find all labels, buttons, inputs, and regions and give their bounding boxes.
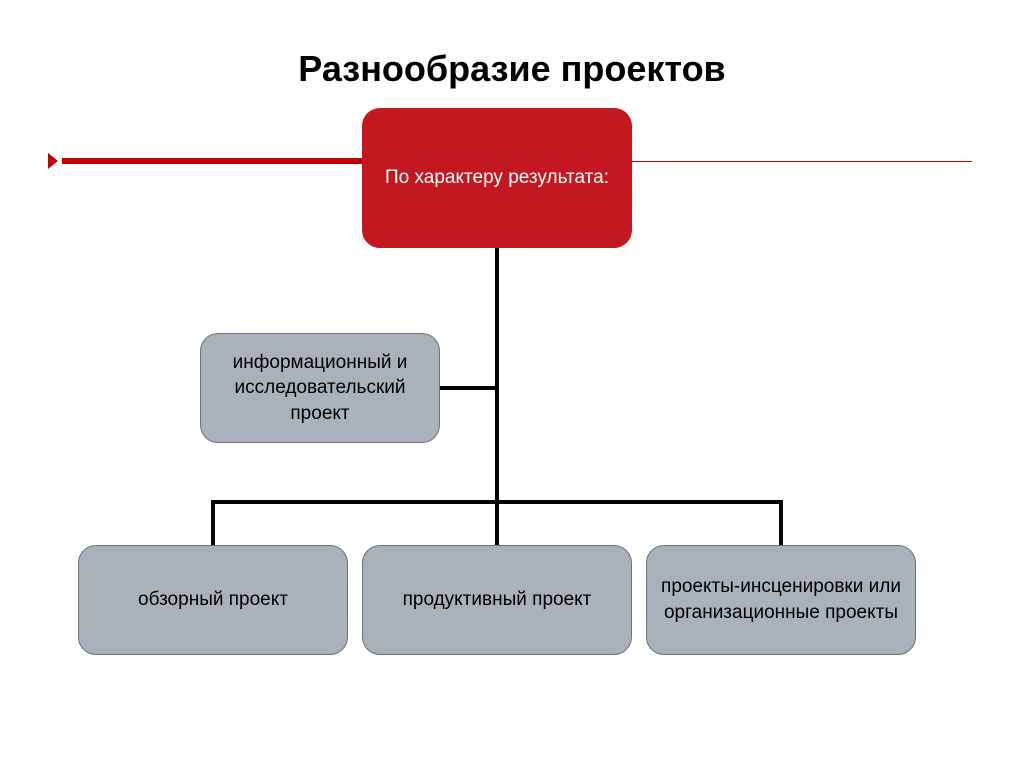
node-side: информационный и исследовательский проек… bbox=[200, 333, 440, 443]
page-title: Разнообразие проектов bbox=[0, 48, 1024, 90]
node-child-1: обзорный проект bbox=[78, 545, 348, 655]
node-child-2: продуктивный проект bbox=[362, 545, 632, 655]
title-underline-thick bbox=[62, 158, 362, 164]
title-bullet-icon bbox=[48, 153, 58, 169]
node-child-3: проекты-инсценировки или организационные… bbox=[646, 545, 916, 655]
node-root: По характеру результата: bbox=[362, 108, 632, 248]
